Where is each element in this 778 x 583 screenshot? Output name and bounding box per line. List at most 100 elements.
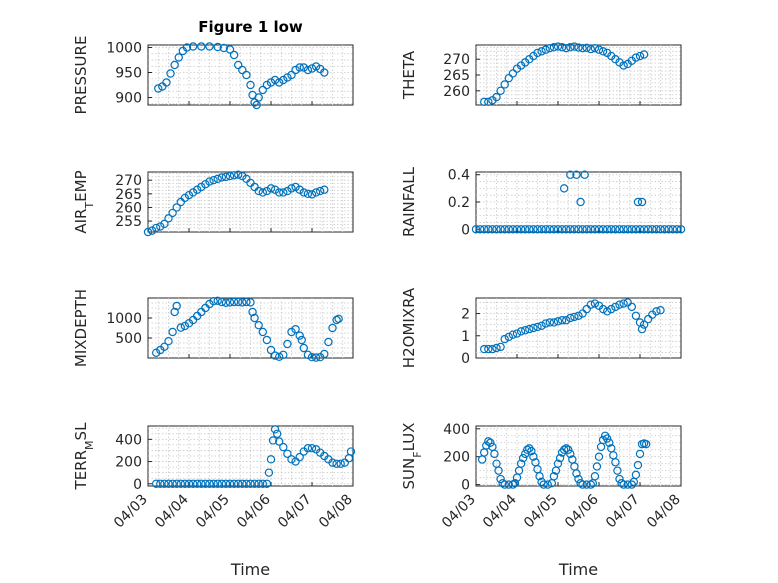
data-point [500,80,509,89]
data-point [242,70,251,80]
data-point [576,479,585,488]
data-point [275,78,284,87]
data-point [611,225,620,234]
y-tick-label: 270 [443,52,470,68]
data-point [574,225,583,234]
data-point [541,45,550,54]
figure-title: Figure 1 low [198,18,303,36]
data-point [570,42,579,51]
data-point [572,170,581,179]
data-point [631,53,641,62]
x-tick-label: 04/05 [193,492,233,532]
data-point [533,225,542,234]
data-point [213,42,222,52]
data-point [295,331,304,340]
data-point [518,453,528,463]
subplot-1: 900 950 1000 PRESSURE Figure 1 low [72,18,354,114]
data-point [570,312,579,322]
data-point [566,43,575,52]
data-point [553,42,563,51]
data-point [668,225,678,234]
data-point [490,449,499,459]
data-point [656,225,665,234]
x-tick-label: 04/06 [234,491,274,531]
y-tick-label: 400 [443,422,470,438]
data-point [484,225,493,234]
data-point [229,297,239,307]
data-point [166,69,175,78]
data-point [254,479,263,488]
data-point [283,339,292,349]
data-point [545,318,555,327]
data-point [213,479,222,488]
data-point [229,50,239,60]
y-tick-label: 0 [133,477,142,493]
data-point [488,225,497,234]
data-point [492,343,501,353]
data-point [164,214,173,223]
data-point [229,171,239,180]
data-point [521,225,530,234]
data-point [188,479,198,488]
data-point [623,225,632,234]
data-point [480,225,489,234]
data-point [471,225,481,234]
data-point [164,337,173,346]
data-point [303,65,313,75]
y-tick-label: 1 [461,329,470,345]
data-point [549,43,559,52]
data-point [266,78,276,87]
data-point [512,225,522,234]
data-point [594,452,604,461]
x-tick-label: 04/03 [439,492,479,532]
data-point [303,350,313,359]
data-point [246,298,255,307]
data-point [508,330,518,339]
data-point [192,479,202,488]
data-point [605,438,614,447]
data-point [264,468,274,477]
data-point [639,225,649,234]
data-point [562,43,571,53]
y-axis-label: SUNFLUX [400,423,424,490]
data-point [291,65,300,75]
data-point [533,322,542,332]
axes-box [475,297,682,359]
data-point [635,449,645,459]
data-point [516,225,526,234]
data-point [209,297,218,306]
data-point [258,327,267,337]
data-point [615,300,624,309]
data-point [160,219,169,229]
data-point [566,225,575,234]
data-point [188,42,198,51]
data-point [641,439,651,449]
data-point [504,332,513,342]
y-tick-label: 265 [443,68,470,84]
y-axis-label: TERRMSL [72,422,96,491]
data-point [635,225,645,234]
data-point [250,98,259,107]
y-tick-label: 0 [461,222,470,238]
data-point [611,302,620,312]
y-tick-label: 265 [115,187,142,203]
data-point [512,329,522,338]
data-point [334,314,343,323]
data-point [525,225,534,234]
data-point [295,452,304,462]
data-point [543,480,552,489]
data-point [586,225,596,234]
data-point [615,225,624,234]
data-point [564,445,573,454]
data-point [607,304,616,314]
data-point [160,342,169,351]
data-point [303,189,313,199]
data-point [266,184,276,193]
y-tick-label: 0 [461,351,470,367]
data-point [258,479,267,488]
data-point [545,225,555,234]
data-point [521,326,530,335]
data-point [248,307,257,317]
data-point [619,225,628,234]
data-point [613,466,622,475]
